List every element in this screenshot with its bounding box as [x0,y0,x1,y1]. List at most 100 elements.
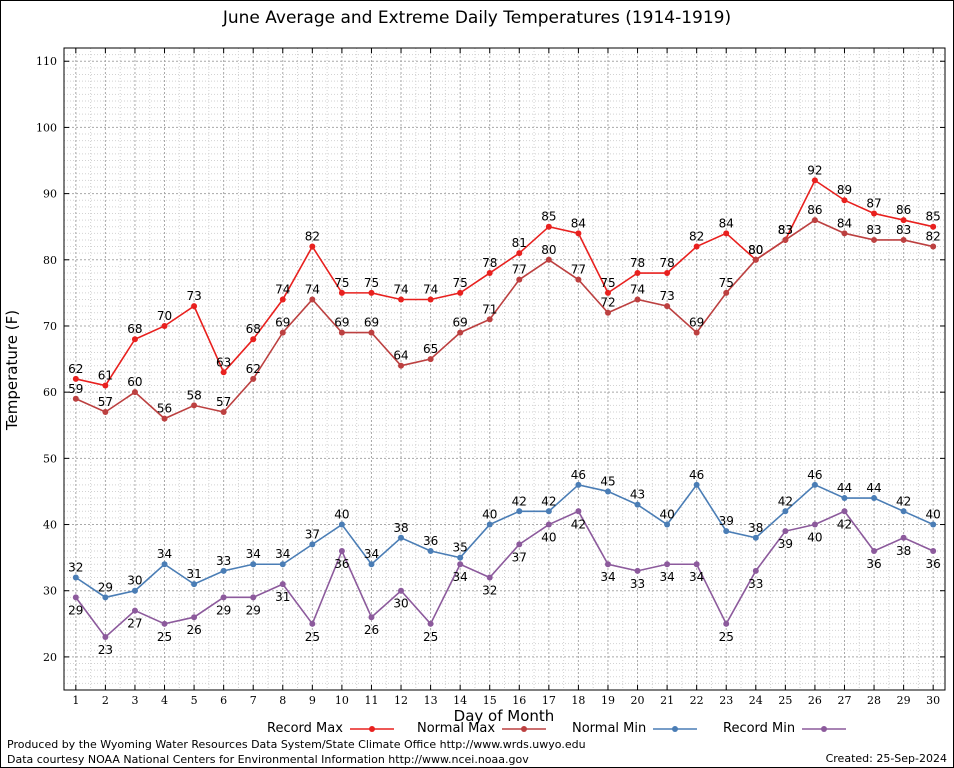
x-tick-label: 23 [719,694,733,707]
normal-max-point [930,243,937,250]
record-max-point [279,296,286,303]
record-min-point [398,587,405,594]
record-max-point [841,197,848,204]
normal-min-point [220,567,227,574]
record-min-point [900,534,907,541]
record-max-data-label: 78 [482,256,497,270]
record-min-data-label: 40 [807,531,822,545]
record-min-data-label: 34 [453,570,468,584]
record-min-point [220,594,227,601]
normal-max-data-label: 69 [364,316,379,330]
legend: Record Max Normal Max Normal Min Record Min [0,721,954,739]
record-min-data-label: 29 [246,603,261,617]
record-min-data-label: 30 [393,597,408,611]
normal-max-point [220,409,227,416]
x-tick-label: 13 [424,694,438,707]
record-max-point [131,336,138,343]
record-min-point [161,620,168,627]
record-min-point [131,607,138,614]
y-tick-label: 40 [43,519,57,532]
record-min-point [309,620,316,627]
normal-max-data-label: 84 [837,216,852,230]
normal-max-point [545,256,552,263]
record-min-data-label: 38 [896,544,911,558]
x-tick-label: 22 [690,694,704,707]
normal-max-point [782,236,789,243]
record-max-point [693,243,700,250]
normal-min-data-label: 34 [364,547,379,561]
record-min-data-label: 40 [541,531,556,545]
normal-min-data-label: 38 [748,521,763,535]
normal-min-point [161,561,168,568]
normal-min-data-label: 40 [926,508,941,522]
record-max-point [486,270,493,277]
normal-min-point [368,561,375,568]
normal-min-point [930,521,937,528]
normal-min-point [516,508,523,515]
record-min-data-label: 23 [98,643,113,657]
normal-max-point [427,356,434,363]
record-max-data-label: 78 [630,256,645,270]
normal-min-data-label: 34 [275,547,290,561]
record-max-data-label: 74 [275,283,290,297]
record-max-line [75,179,934,387]
record-min-data-label: 32 [482,583,497,597]
record-min-line [75,510,934,639]
normal-max-data-label: 57 [98,395,113,409]
normal-max-point [398,362,405,369]
record-max-point [427,296,434,303]
x-tick-label: 10 [335,694,349,707]
y-tick-label: 110 [36,55,57,68]
legend-swatch-marker [521,725,528,732]
record-min-data-label: 36 [866,557,881,571]
record-min-point [575,508,582,515]
normal-min-point [102,594,109,601]
record-max-data-label: 74 [393,283,408,297]
x-tick-label: 2 [102,694,109,707]
normal-min-data-label: 34 [246,547,261,561]
footer-created-date: Created: 25-Sep-2024 [825,752,947,765]
x-tick-label: 9 [309,694,316,707]
normal-min-data-label: 42 [778,494,793,508]
grid [64,48,945,690]
normal-max-data-label: 62 [246,362,261,376]
normal-max-point [279,329,286,336]
x-tick-label: 16 [512,694,526,707]
normal-min-point [634,501,641,508]
normal-max-data-label: 77 [512,263,527,277]
record-min-point [752,567,759,574]
record-max-point [634,270,641,277]
legend-item-normal-max: Normal Max [417,721,547,736]
record-min-data-label: 34 [659,570,674,584]
record-max-point [871,210,878,217]
y-tick-label: 100 [36,121,57,134]
y-tick-label: 80 [43,254,57,267]
chart-title: June Average and Extreme Daily Temperatu… [222,8,732,28]
normal-min-data-label: 46 [689,468,704,482]
record-min-data-label: 26 [364,623,379,637]
normal-min-data-label: 36 [423,534,438,548]
record-min-point [723,620,730,627]
record-min-data-label: 37 [512,550,527,564]
record-max-data-label: 89 [837,183,852,197]
normal-max-data-label: 75 [719,276,734,290]
normal-min-point [72,574,79,581]
normal-max-point [338,329,345,336]
record-min-point [486,574,493,581]
normal-min-data-label: 43 [630,488,645,502]
x-tick-label: 19 [601,694,615,707]
normal-max-data-label: 58 [186,388,201,402]
normal-max-data-label: 73 [659,289,674,303]
record-max-point [516,250,523,257]
normal-max-line [75,219,934,420]
record-min-data-label: 36 [926,557,941,571]
normal-min-point [664,521,671,528]
record-max-point [250,336,257,343]
y-tick-label: 30 [43,585,57,598]
record-max-data-label: 87 [866,196,881,210]
normal-min-point [693,481,700,488]
y-axis-title: Temperature (F) [3,310,21,431]
normal-min-point [782,508,789,515]
normal-min-data-label: 29 [98,580,113,594]
record-min-data-label: 34 [600,570,615,584]
